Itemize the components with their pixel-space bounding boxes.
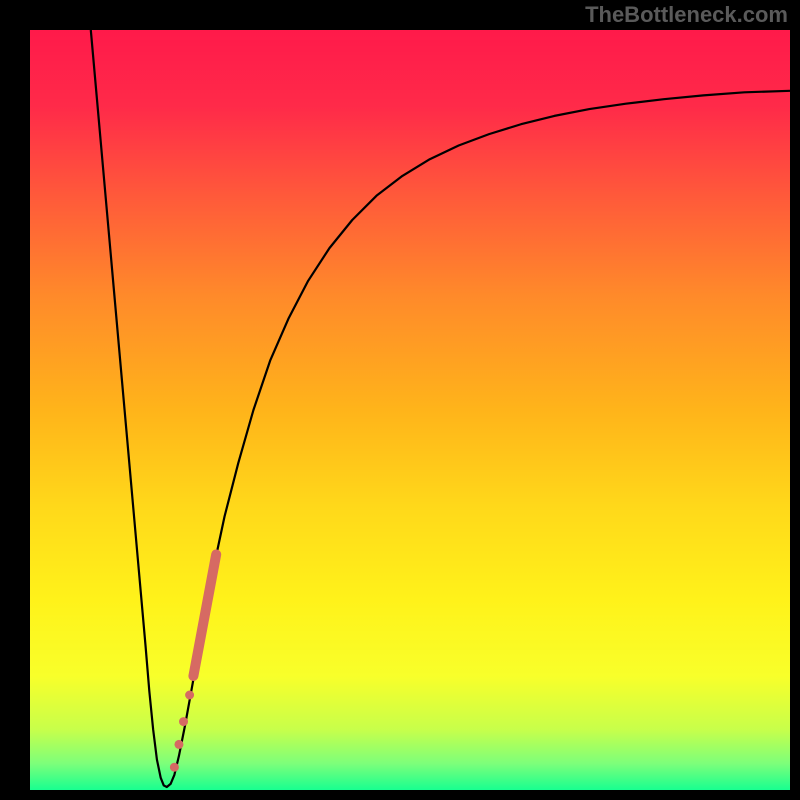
gradient-background — [30, 30, 790, 790]
highlight-dot — [179, 717, 188, 726]
bottleneck-curve-chart — [0, 0, 800, 800]
highlight-dot — [174, 740, 183, 749]
plot-area — [30, 30, 790, 790]
chart-stage: TheBottleneck.com — [0, 0, 800, 800]
highlight-dot — [170, 763, 179, 772]
highlight-dot — [185, 691, 194, 700]
